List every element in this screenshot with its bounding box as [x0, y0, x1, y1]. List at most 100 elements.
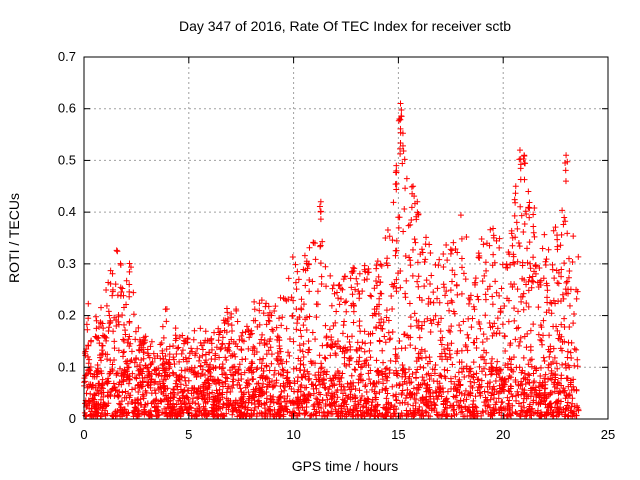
data-point [366, 376, 373, 383]
data-point [550, 408, 557, 415]
data-point [170, 370, 177, 377]
data-point [293, 306, 300, 313]
data-point [443, 242, 450, 249]
data-point [520, 399, 527, 406]
data-point [330, 282, 337, 289]
data-point [359, 363, 366, 370]
data-point [322, 322, 329, 329]
data-point [130, 413, 137, 420]
data-point [333, 352, 340, 359]
data-point [554, 381, 561, 388]
data-point [476, 384, 483, 391]
data-point [102, 403, 109, 410]
data-point [161, 396, 168, 403]
data-point [309, 278, 316, 285]
data-point [408, 216, 415, 223]
data-point [126, 288, 133, 295]
data-point [558, 273, 565, 280]
data-point [162, 410, 169, 417]
data-point [562, 178, 569, 185]
data-point [99, 385, 106, 392]
data-point [414, 259, 421, 266]
data-point [418, 246, 425, 253]
data-point [433, 409, 440, 416]
data-point [253, 349, 260, 356]
data-point [573, 346, 580, 353]
data-point [312, 256, 319, 263]
data-point [105, 324, 112, 331]
data-point [375, 310, 382, 317]
data-point [308, 411, 315, 418]
data-point [436, 299, 443, 306]
data-point [140, 349, 147, 356]
data-point [528, 284, 535, 291]
data-point [233, 407, 240, 414]
data-point [453, 398, 460, 405]
data-point [239, 329, 246, 336]
data-point [444, 300, 451, 307]
y-tick-label: 0.4 [58, 204, 76, 219]
data-point [120, 378, 127, 385]
data-point [447, 354, 454, 361]
data-point [151, 355, 158, 362]
data-point [424, 399, 431, 406]
data-point [481, 388, 488, 395]
data-point [406, 254, 413, 261]
data-point [289, 408, 296, 415]
data-point [277, 357, 284, 364]
data-point [567, 349, 574, 356]
data-point [104, 356, 111, 363]
data-point [148, 338, 155, 345]
data-point [459, 408, 466, 415]
data-point [510, 259, 517, 266]
data-point [408, 413, 415, 420]
data-point [209, 376, 216, 383]
data-point [476, 363, 483, 370]
data-point [504, 412, 511, 419]
data-point [416, 294, 423, 301]
data-point [143, 389, 150, 396]
data-point [529, 273, 536, 280]
data-point [515, 392, 522, 399]
data-point [389, 383, 396, 390]
data-point [317, 198, 324, 205]
data-point [540, 317, 547, 324]
data-point [222, 371, 229, 378]
data-point [480, 241, 487, 248]
data-point [206, 366, 213, 373]
data-point [573, 295, 580, 302]
data-point [316, 203, 323, 210]
data-point [283, 398, 290, 405]
data-point [184, 394, 191, 401]
data-point [342, 273, 349, 280]
data-point [545, 246, 552, 253]
data-point [415, 318, 422, 325]
data-point [341, 318, 348, 325]
data-point [473, 370, 480, 377]
data-point [103, 302, 110, 309]
data-point [521, 152, 528, 159]
data-point [469, 373, 476, 380]
y-tick-label: 0.5 [58, 152, 76, 167]
data-point [532, 387, 539, 394]
data-point [415, 283, 422, 290]
data-point [442, 353, 449, 360]
data-point [377, 261, 384, 268]
data-point [83, 390, 90, 397]
data-point [410, 402, 417, 409]
data-point [158, 373, 165, 380]
data-point [491, 410, 498, 417]
data-point [456, 376, 463, 383]
data-point [407, 407, 414, 414]
data-point [480, 331, 487, 338]
data-point [455, 381, 462, 388]
data-point [266, 381, 273, 388]
data-point [432, 312, 439, 319]
data-point [305, 261, 312, 268]
data-point [185, 387, 192, 394]
data-point [330, 322, 337, 329]
data-point [223, 305, 230, 312]
data-point [492, 367, 499, 374]
data-point [93, 405, 100, 412]
y-tick-label: 0.1 [58, 359, 76, 374]
